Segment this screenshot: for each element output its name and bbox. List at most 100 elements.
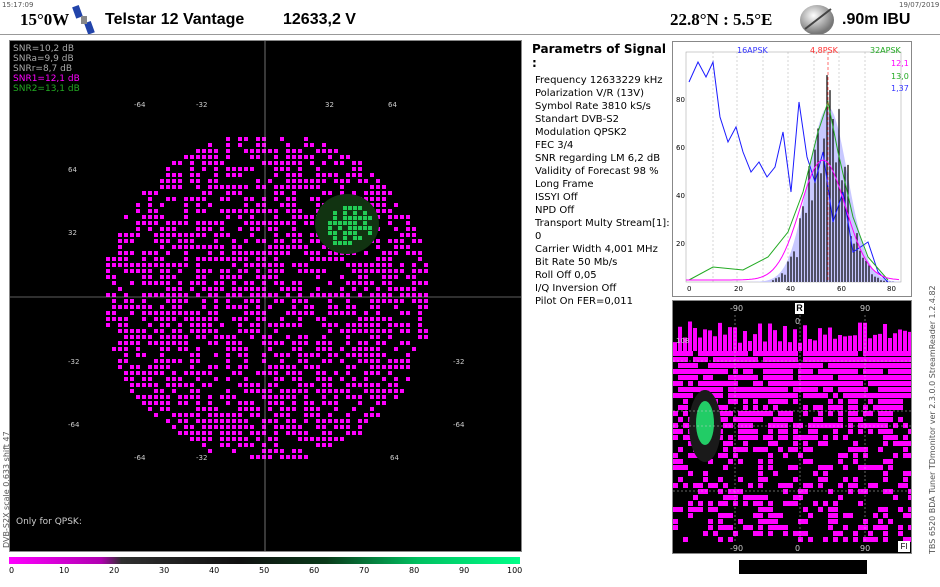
colorbar-tick-80: 80 — [409, 566, 420, 575]
graph-value-2: 13,0 — [891, 72, 909, 81]
colorbar-tick-60: 60 — [309, 566, 320, 575]
legend-16apsk: 16APSK — [737, 46, 768, 55]
param-bit-rate: Bit Rate 50 Mb/s — [535, 257, 618, 268]
colorbar-tick-100: 100 — [507, 566, 523, 575]
param-standard: Standart DVB-S2 — [535, 114, 619, 125]
spectro-top-tick-0: 0 — [795, 317, 801, 326]
param-modulation: Modulation QPSK2 — [535, 127, 627, 138]
colorbar-tick-40: 40 — [209, 566, 220, 575]
axis-label-y-64-left: 64 — [68, 166, 77, 174]
graph-ytick-20: 20 — [676, 240, 685, 248]
graph-xtick-40: 40 — [786, 285, 795, 293]
spectro-bottom-tick-neg90: -90 — [730, 544, 744, 553]
legend-8psk: 4,8PSK — [810, 46, 838, 55]
snr-readout: SNR=10,2 dB SNRa=9,9 dB SNRr=8,7 dB SNR1… — [13, 44, 80, 94]
snr-line-total: SNR=10,2 dB — [13, 44, 75, 54]
param-fec: FEC 3/4 — [535, 140, 574, 151]
graph-value-1: 12,1 — [891, 59, 909, 68]
legend-32apsk: 32APSK — [870, 46, 901, 55]
constellation-plot: SNR=10,2 dB SNRa=9,9 dB SNRr=8,7 dB SNR1… — [9, 40, 522, 552]
spectro-bottom-tick-0: 0 — [795, 544, 801, 553]
axis-label-x-neg32-bottom: -32 — [196, 454, 208, 462]
graph-xtick-60: 60 — [837, 285, 846, 293]
spectro-bottom-tick-90: 90 — [860, 544, 871, 553]
param-iq-inversion: I/Q Inversion Off — [535, 283, 617, 294]
param-validity: Validity of Forecast 98 % — [535, 166, 659, 177]
colorbar-tick-50: 50 — [259, 566, 270, 575]
constellation-side-caption: DVB-S2X scale 0.633 shift 47 — [2, 431, 11, 548]
histogram-canvas — [673, 42, 911, 296]
spectro-grid — [673, 315, 911, 541]
spectro-cluster — [696, 401, 714, 445]
marker-r: R — [795, 303, 804, 314]
colorbar-tick-0: 0 — [9, 566, 15, 575]
spectro-top-tick-90: 90 — [860, 304, 871, 313]
dish-icon — [797, 3, 837, 42]
graph-ytick-40: 40 — [676, 192, 685, 200]
colorbar-tick-30: 30 — [159, 566, 170, 575]
param-multistream: Transport Multy Stream[1]: — [535, 218, 670, 229]
satellite-position: 15°0W — [20, 10, 70, 29]
constellation-dots — [106, 137, 428, 459]
axis-label-y-32-left: 32 — [68, 229, 77, 237]
snr-line-2: SNR2=13,1 dB — [13, 84, 80, 94]
params-title: Parametrs of Signal : — [532, 42, 666, 70]
satellite-icon — [72, 4, 98, 45]
spectrogram-panel: R -90 0 90 108 -90 0 90 FI — [672, 300, 912, 554]
param-frequency: Frequency 12633229 kHz — [535, 75, 663, 86]
graph-ytick-80: 80 — [676, 96, 685, 104]
header-divider — [0, 34, 940, 35]
axis-label-y-neg32-right: -32 — [453, 358, 465, 366]
signal-parameters: Parametrs of Signal : Frequency 12633229… — [532, 42, 670, 308]
param-issyi: ISSYI Off — [535, 192, 578, 203]
param-polarization: Polarization V/R (13V) — [535, 88, 645, 99]
header-date: 19/07/2019 — [899, 1, 940, 9]
axis-label-y-neg64-right: -64 — [453, 421, 465, 429]
spectrogram-canvas — [673, 301, 911, 553]
param-npd: NPD Off — [535, 205, 575, 216]
marker-fi: FI — [898, 541, 910, 552]
snr-line-r: SNRr=8,7 dB — [13, 64, 73, 74]
param-carrier-width: Carrier Width 4,001 MHz — [535, 244, 658, 255]
axis-label-x-pos64-bottom: 64 — [390, 454, 399, 462]
snr-line-1: SNR1=12,1 dB — [13, 74, 80, 84]
graph-xtick-20: 20 — [734, 285, 743, 293]
graph-histogram-area — [686, 107, 901, 282]
axis-label-x-pos64-top: 64 — [388, 101, 397, 109]
qpsk-footnote: Only for QPSK: — [16, 517, 82, 527]
axis-label-x-neg64-bottom: -64 — [134, 454, 146, 462]
axis-label-x-neg32-top: -32 — [196, 101, 208, 109]
dish-size: .90m IBU — [842, 11, 911, 28]
status-bar — [739, 560, 867, 574]
transponder-frequency: 12633,2 V — [283, 11, 356, 28]
graph-ytick-60: 60 — [676, 144, 685, 152]
colorbar-tick-90: 90 — [459, 566, 470, 575]
axis-label-y-neg64-left: -64 — [68, 421, 80, 429]
graph-value-3: 1,37 — [891, 84, 909, 93]
param-snr-lm: SNR regarding LM 6,2 dB — [535, 153, 661, 164]
color-scale-bar — [9, 557, 520, 564]
graph-xtick-0: 0 — [687, 285, 692, 293]
snr-line-a: SNRa=9,9 dB — [13, 54, 74, 64]
colorbar-tick-10: 10 — [59, 566, 70, 575]
param-roll-off: Roll Off 0,05 — [535, 270, 597, 281]
tuner-side-caption: TBS 6520 BDA Tuner TDmonitor ver 2.3.0.0… — [928, 285, 937, 554]
graph-xtick-80: 80 — [887, 285, 896, 293]
spectro-dots — [673, 321, 911, 542]
constellation-canvas — [10, 41, 521, 551]
spectro-top-tick-neg90: -90 — [730, 304, 744, 313]
graph-16apsk-curve — [688, 60, 889, 283]
param-frame: Long Frame — [535, 179, 594, 190]
colorbar-tick-20: 20 — [109, 566, 120, 575]
graph-snr-curve — [686, 159, 900, 281]
spectro-y-label: 108 — [676, 337, 690, 345]
axis-label-x-pos32-top: 32 — [325, 101, 334, 109]
satellite-name: Telstar 12 Vantage — [105, 11, 245, 28]
axis-label-x-neg64-top: -64 — [134, 101, 146, 109]
param-stream-id: 0 — [535, 231, 542, 242]
graph-32apsk-curve — [688, 100, 889, 281]
param-symbol-rate: Symbol Rate 3810 kS/s — [535, 101, 651, 112]
histogram-graph: 16APSK 4,8PSK 32APSK 12,1 13,0 1,37 80 6… — [672, 41, 912, 297]
axis-label-y-neg32-left: -32 — [68, 358, 80, 366]
colorbar-tick-70: 70 — [359, 566, 370, 575]
